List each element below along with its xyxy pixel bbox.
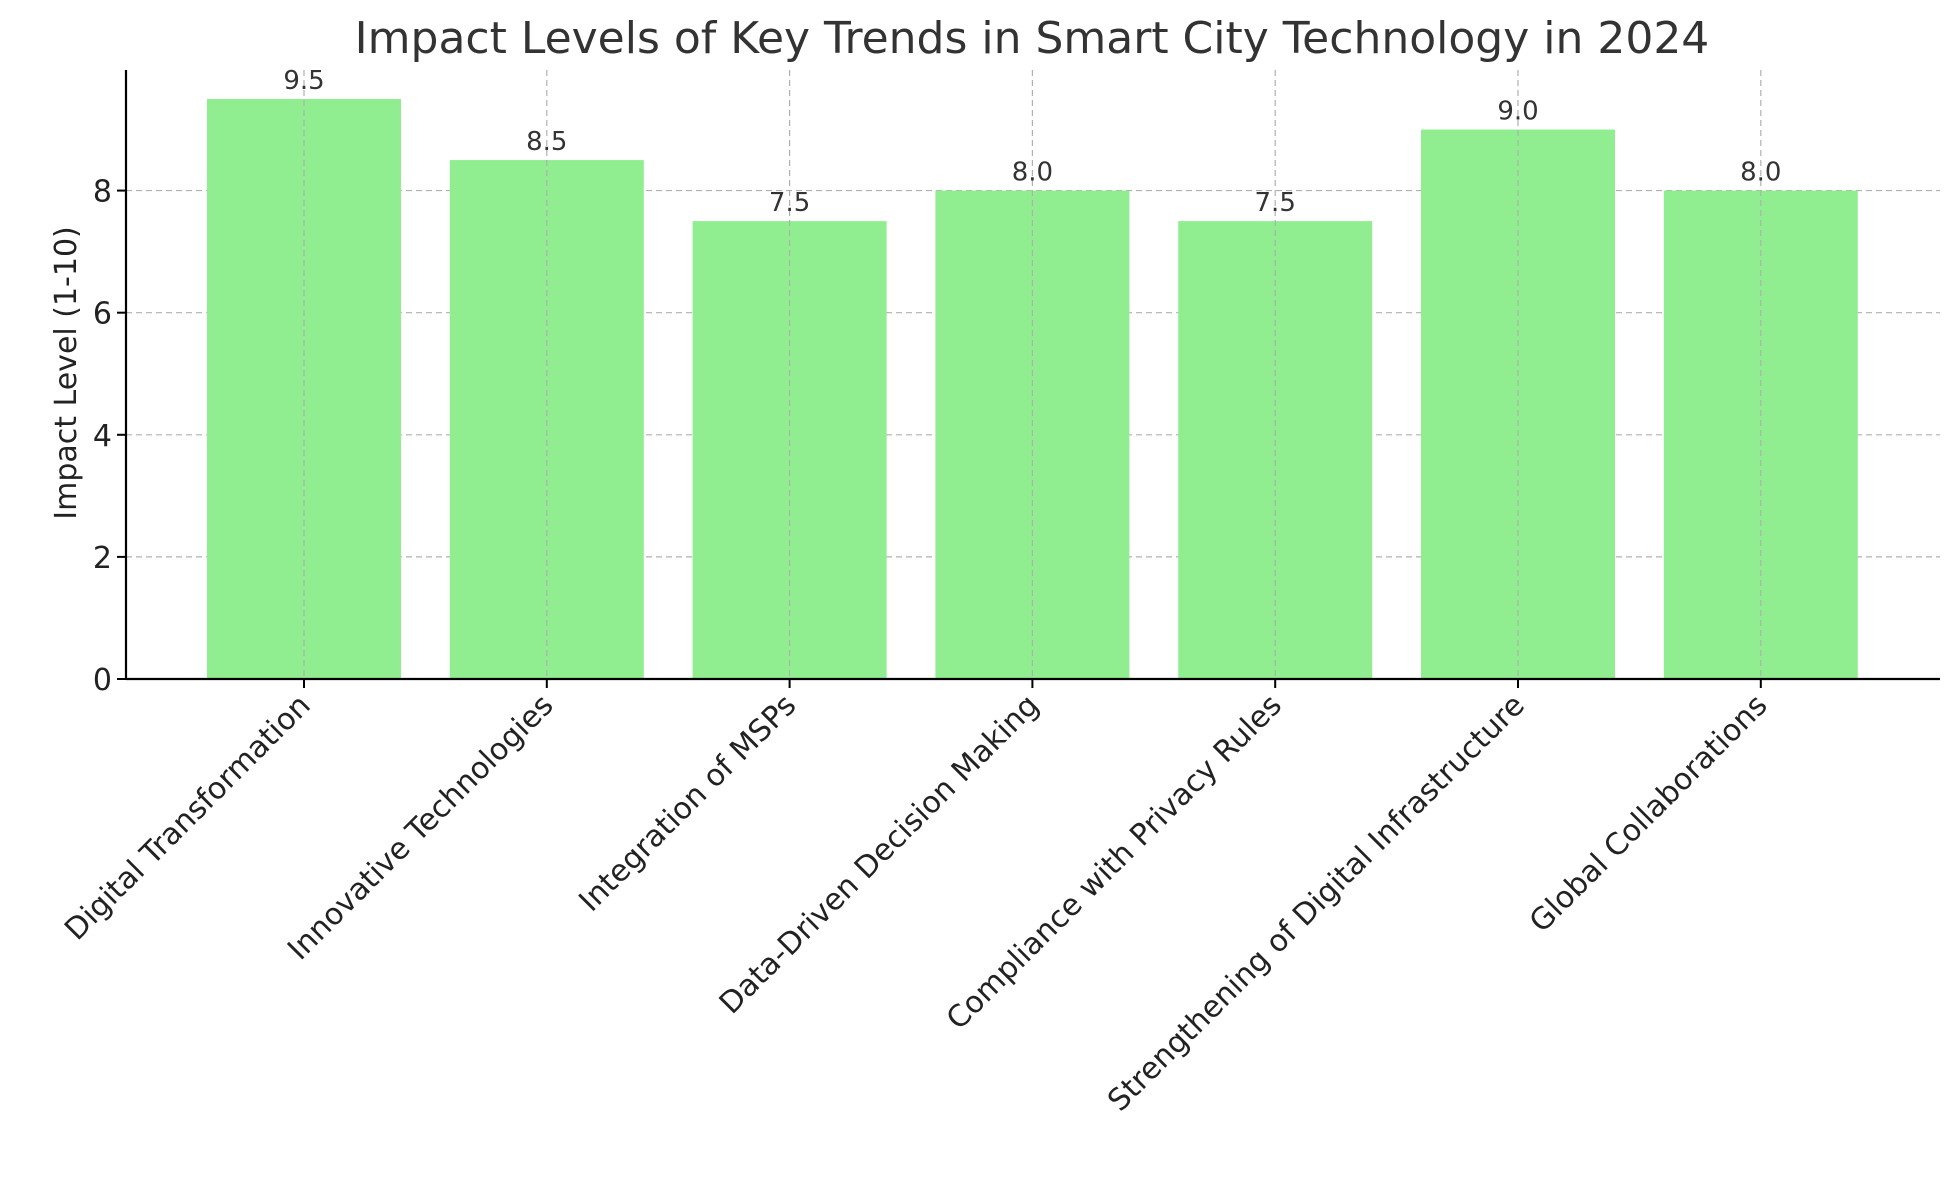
y-tick-label: 4 [93, 419, 112, 454]
category-label: Strengthening of Digital Infrastructure [1101, 688, 1531, 1118]
vertical-grid-layer [303, 70, 1762, 679]
value-labels-layer: 9.5 8.5 7.5 8.0 7.5 9.0 8.0 [283, 66, 1781, 218]
y-tick-label: 8 [93, 175, 112, 210]
y-tick-label: 6 [93, 297, 112, 332]
y-ticks-layer: 0 2 4 6 8 [93, 175, 1762, 698]
y-tick-label: 2 [93, 541, 112, 576]
category-label: Integration of MSPs [572, 688, 803, 919]
value-label: 7.5 [1255, 188, 1296, 218]
value-label: 7.5 [769, 188, 810, 218]
value-label: 8.0 [1012, 158, 1053, 188]
y-tick-label: 0 [93, 663, 112, 698]
category-label: Global Collaborations [1523, 688, 1775, 940]
y-axis-label: Impact Level (1-10) [49, 226, 84, 520]
value-label: 9.0 [1497, 97, 1538, 127]
chart-title: Impact Levels of Key Trends in Smart Cit… [355, 13, 1710, 64]
category-label: Innovative Technologies [281, 688, 560, 967]
value-label: 8.0 [1740, 158, 1781, 188]
value-label: 8.5 [526, 127, 567, 157]
value-label: 9.5 [283, 66, 324, 96]
category-label: Digital Transformation [58, 688, 317, 947]
grid-layer [126, 189, 1940, 558]
